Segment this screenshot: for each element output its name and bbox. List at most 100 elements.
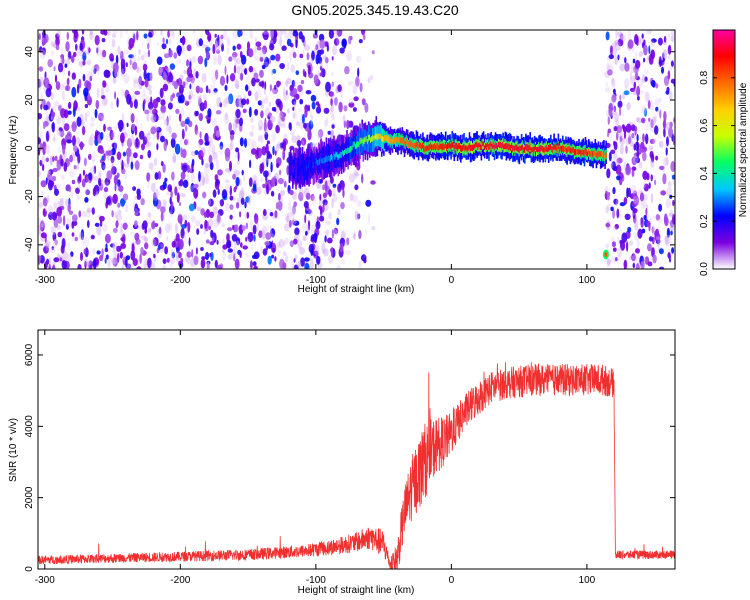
spectrogram-cell [628, 240, 634, 246]
spectrogram-cell [155, 126, 162, 133]
spectrogram-cell [194, 150, 199, 156]
spectrogram-cell [112, 257, 118, 267]
spectrogram-cell [307, 224, 310, 235]
spectrogram-cell [624, 213, 631, 220]
spectrogram-cell [164, 246, 169, 255]
spectrogram-cell [642, 133, 645, 143]
spectrogram-ridge-cell [428, 144, 431, 151]
spectrogram-cell [662, 48, 666, 59]
spectrogram-cell [205, 51, 210, 61]
spectrogram-ridge-cell [424, 146, 426, 153]
spectrogram-cell [100, 86, 105, 97]
spectrogram-cell [166, 115, 169, 126]
spectrogram-cell [614, 55, 618, 66]
spectrogram-ridge-cell [457, 143, 460, 150]
spectrogram-cell [629, 76, 634, 85]
spectrogram-cell [145, 140, 150, 149]
spectrogram-cell [235, 108, 241, 119]
spectrogram-cell [151, 238, 157, 247]
spectrogram-cell [304, 262, 310, 269]
spectrogram-cell [245, 196, 250, 203]
spectrogram-cell [326, 44, 329, 52]
spectrogram-cell [168, 259, 174, 268]
spectrogram-cell [238, 190, 245, 200]
spectrogram-cell [209, 84, 216, 91]
spectrogram-cell [189, 249, 192, 257]
spectrogram-cell [216, 213, 221, 223]
spectrogram-cell [642, 151, 647, 162]
spectrogram-cell [186, 251, 192, 258]
spectrogram-cell [180, 193, 186, 198]
spectrogram-cell [92, 158, 96, 164]
spectrogram-cell [628, 135, 632, 145]
spectrogram-ridge-cell [392, 136, 395, 143]
spectrogram-cell [222, 100, 226, 108]
spectrogram-cell [109, 53, 114, 62]
spectrogram-cell [136, 266, 142, 269]
spectrogram-cell [198, 38, 203, 47]
spectrogram-cell [357, 200, 362, 208]
spectrogram-cell [85, 209, 91, 218]
spectrogram-cell [330, 98, 333, 107]
spectrogram-cell [51, 261, 57, 266]
spectrogram-cell [103, 123, 106, 132]
spectrogram-cell [45, 157, 49, 163]
snr-xtick-label: 0 [449, 575, 455, 586]
spectrogram-cell [111, 244, 118, 256]
spectrogram-cell [629, 70, 633, 81]
spectrogram-cell [149, 163, 154, 171]
spectrogram-cell [340, 202, 345, 210]
spectrogram-cell [232, 163, 236, 175]
spectrogram-cell [53, 66, 56, 71]
spectrogram-cell [189, 185, 194, 193]
spectrogram-cell [302, 234, 308, 242]
spectrogram-cell [655, 106, 659, 112]
spectrogram-cell [638, 51, 644, 57]
spectrogram-cell [52, 238, 58, 249]
spectrogram-cell [258, 45, 261, 52]
spectrogram-cell [77, 106, 81, 112]
spectrogram-ytick-label: -20 [24, 189, 35, 204]
spectrogram-cell [65, 184, 71, 191]
spectrogram-cell [257, 135, 262, 142]
spectrogram-cell [141, 143, 145, 151]
spectrogram-cell [252, 174, 257, 184]
spectrogram-cell [170, 190, 173, 198]
spectrogram-cell [335, 30, 339, 35]
spectrogram-cell [612, 45, 618, 57]
spectrogram-cell [158, 226, 162, 235]
spectrogram-cell [42, 47, 46, 55]
spectrogram-ridge-cell [400, 137, 402, 144]
spectrogram-cell [615, 158, 620, 166]
spectrogram-cell [626, 241, 629, 252]
spectrogram-ridge-cell [402, 137, 405, 144]
spectrogram-cell [123, 49, 130, 55]
spectrogram-cell [178, 113, 182, 122]
spectrogram-cell [348, 173, 355, 183]
spectrogram-cell [352, 83, 358, 95]
spectrogram-cell [61, 57, 65, 65]
spectrogram-cell [658, 60, 665, 66]
spectrogram-cell [212, 151, 218, 160]
spectrogram-cell [62, 116, 66, 127]
spectrogram-cell [50, 41, 56, 47]
spectrogram-ridge-cell [414, 143, 417, 150]
spectrogram-cell [167, 30, 171, 38]
spectrogram-cell [235, 99, 242, 109]
spectrogram-cell [130, 231, 136, 236]
spectrogram-cell [239, 250, 242, 258]
spectrogram-ridge-cell [532, 146, 535, 154]
spectrogram-cell [640, 105, 647, 115]
spectrogram-cell [150, 96, 153, 105]
spectrogram-cell [269, 84, 272, 92]
spectrogram-cell [328, 212, 332, 220]
spectrogram-cell [216, 49, 220, 54]
spectrogram-cell [650, 119, 654, 128]
spectrogram-cell [201, 43, 206, 48]
spectrogram-cell [38, 195, 41, 203]
spectrogram-cell [300, 257, 306, 267]
spectrogram-ridge-cell [298, 164, 301, 171]
spectrogram-cell [100, 115, 105, 122]
spectrogram-ridge-cell [384, 134, 386, 141]
spectrogram-cell [610, 149, 616, 154]
